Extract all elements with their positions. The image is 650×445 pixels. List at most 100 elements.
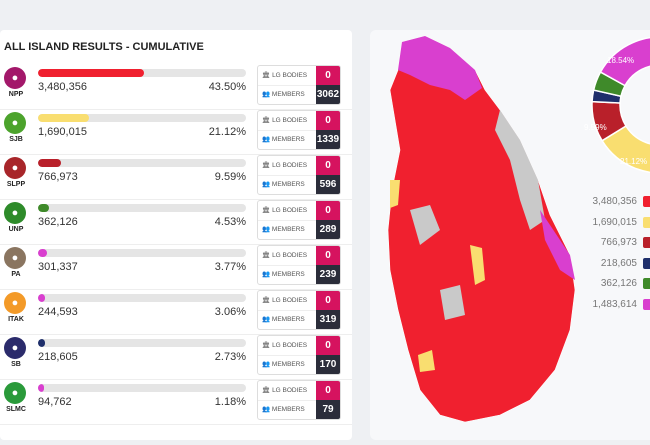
- party-logo-icon: ●: [4, 247, 26, 269]
- party-row[interactable]: ● NPP 3,480,356 43.50% 🏛 LG BODIES 👥 MEM…: [0, 64, 352, 110]
- panel-title: ALL ISLAND RESULTS - CUMULATIVE: [4, 41, 204, 53]
- legend-swatch: [643, 237, 650, 248]
- vote-share-bar: [38, 249, 246, 257]
- vote-share-bar: [38, 339, 246, 347]
- members-count: 319: [316, 310, 340, 329]
- vote-percent: 3.06%: [214, 306, 246, 318]
- party-row[interactable]: ● PA 301,337 3.77% 🏛 LG BODIES 👥 MEMBERS…: [0, 244, 352, 290]
- lg-bodies-label: 🏛 LG BODIES: [258, 111, 318, 131]
- party-abbr: NPP: [8, 91, 24, 98]
- legend-value: 766,973: [600, 237, 637, 248]
- members-label: 👥 MEMBERS: [262, 226, 305, 233]
- lg-bodies-label: 🏛 LG BODIES: [258, 336, 318, 356]
- donut-label: 18.54%: [607, 56, 634, 65]
- seats-box: 🏛 LG BODIES 👥 MEMBERS 0 79: [257, 380, 341, 420]
- vote-share-bar: [38, 294, 246, 302]
- vote-percent: 3.77%: [214, 261, 246, 273]
- party-row[interactable]: ● UNP 362,126 4.53% 🏛 LG BODIES 👥 MEMBER…: [0, 199, 352, 245]
- vote-count: 1,690,015: [38, 126, 87, 138]
- map-gray-patch: [440, 285, 465, 320]
- legend-swatch: [643, 298, 650, 310]
- members-count: 239: [316, 265, 340, 284]
- party-abbr: SJB: [9, 136, 23, 143]
- party-abbr: SLPP: [6, 181, 26, 188]
- members-count: 1339: [316, 130, 340, 149]
- seats-box: 🏛 LG BODIES 👥 MEMBERS 0 596: [257, 155, 341, 195]
- members-count: 289: [316, 220, 340, 239]
- map-north-region: [398, 36, 482, 100]
- lg-bodies-label: 🏛 LG BODIES: [258, 66, 318, 86]
- legend-value: 362,126: [600, 278, 637, 289]
- map-yellow-patch: [470, 245, 485, 285]
- party-logo-icon: ●: [4, 67, 26, 89]
- vote-share-fill: [38, 204, 50, 212]
- members-count: 596: [316, 175, 340, 194]
- party-row[interactable]: ● ITAK 244,593 3.06% 🏛 LG BODIES 👥 MEMBE…: [0, 289, 352, 335]
- map-east-coast: [540, 210, 575, 280]
- map-island: [387, 35, 576, 423]
- seats-box: 🏛 LG BODIES 👥 MEMBERS 0 3062: [257, 65, 341, 105]
- vote-count: 94,762: [38, 396, 72, 408]
- lg-bodies-count: 0: [316, 291, 340, 310]
- vote-share-donut: 18.54% 9.59% 21.12%: [584, 37, 650, 173]
- vote-count: 3,480,356: [38, 81, 87, 93]
- lg-bodies-count: 0: [316, 246, 340, 265]
- party-row[interactable]: ● SB 218,605 2.73% 🏛 LG BODIES 👥 MEMBERS…: [0, 334, 352, 380]
- vote-share-fill: [38, 294, 46, 302]
- legend-value: 1,690,015: [592, 216, 638, 228]
- lg-bodies-label: 🏛 LG BODIES: [258, 246, 318, 266]
- vote-count: 766,973: [38, 171, 78, 183]
- vote-percent: 43.50%: [208, 81, 246, 93]
- lg-bodies-label: 🏛 LG BODIES: [258, 156, 318, 176]
- legend-value: 1,483,614: [592, 298, 638, 310]
- party-logo-icon: ●: [4, 337, 26, 359]
- members-count: 3062: [316, 85, 340, 104]
- lg-bodies-count: 0: [316, 381, 340, 400]
- vote-share-fill: [38, 249, 48, 257]
- vote-share-bar: [38, 114, 246, 122]
- donut-label: 21.12%: [620, 157, 647, 166]
- legend-swatch: [643, 257, 650, 269]
- donut-label: 9.59%: [584, 123, 607, 132]
- members-label: 👥 MEMBERS: [262, 181, 305, 188]
- party-row[interactable]: ● SJB 1,690,015 21.12% 🏛 LG BODIES 👥 MEM…: [0, 109, 352, 155]
- vote-count: 218,605: [38, 351, 78, 363]
- members-count: 170: [316, 355, 340, 374]
- legend-swatch: [643, 196, 650, 207]
- party-logo-icon: ●: [4, 112, 26, 134]
- party-abbr: SLMC: [6, 406, 26, 413]
- party-abbr: ITAK: [8, 316, 24, 323]
- vote-percent: 21.12%: [208, 126, 246, 138]
- donut-segment[interactable]: [599, 37, 650, 87]
- vote-share-fill: [38, 159, 62, 167]
- vote-percent: 4.53%: [214, 216, 246, 228]
- vote-share-bar: [38, 69, 246, 77]
- lg-bodies-count: 0: [316, 336, 340, 355]
- seats-box: 🏛 LG BODIES 👥 MEMBERS 0 239: [257, 245, 341, 285]
- vote-count: 244,593: [38, 306, 78, 318]
- party-logo-icon: ●: [4, 202, 26, 224]
- lg-bodies-count: 0: [316, 201, 340, 220]
- members-count: 79: [316, 400, 340, 419]
- lg-bodies-label: 🏛 LG BODIES: [258, 381, 318, 401]
- members-label: 👥 MEMBERS: [262, 316, 305, 323]
- map-yellow-patch: [418, 350, 435, 372]
- party-row[interactable]: ● SLPP 766,973 9.59% 🏛 LG BODIES 👥 MEMBE…: [0, 154, 352, 200]
- party-row[interactable]: ● SLMC 94,762 1.18% 🏛 LG BODIES 👥 MEMBER…: [0, 379, 352, 425]
- vote-share-fill: [38, 69, 144, 77]
- vote-share-bar: [38, 204, 246, 212]
- map-east-region: [495, 110, 545, 230]
- seats-box: 🏛 LG BODIES 👥 MEMBERS 0 1339: [257, 110, 341, 150]
- members-label: 👥 MEMBERS: [262, 136, 305, 143]
- seats-box: 🏛 LG BODIES 👥 MEMBERS 0 319: [257, 290, 341, 330]
- members-label: 👥 MEMBERS: [262, 271, 305, 278]
- members-label: 👥 MEMBERS: [262, 406, 305, 413]
- lg-bodies-count: 0: [316, 111, 340, 130]
- vote-share-bar: [38, 159, 246, 167]
- vote-count: 362,126: [38, 216, 78, 228]
- sri-lanka-map[interactable]: [370, 30, 650, 440]
- lg-bodies-label: 🏛 LG BODIES: [258, 291, 318, 311]
- party-abbr: UNP: [8, 226, 24, 233]
- results-panel: ALL ISLAND RESULTS - CUMULATIVE ● NPP 3,…: [0, 30, 352, 440]
- map-gray-patch: [410, 205, 440, 245]
